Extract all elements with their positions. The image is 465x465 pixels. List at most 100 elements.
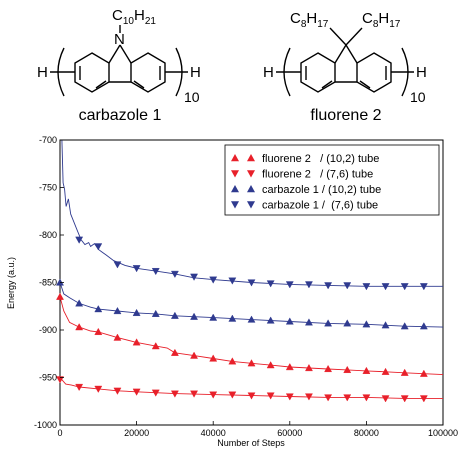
legend: fluorene 2 / (10,2) tube fluorene 2 / (7,… [224,144,440,216]
legend-marker [247,154,255,162]
legend-label: carbazole 1 / (10,2) tube [262,184,381,196]
data-point [266,361,275,369]
series-2 [56,278,444,330]
data-point [75,323,84,331]
data-point [362,366,371,374]
data-point [170,390,179,398]
legend-entry: fluorene 2 / (10,2) tube [231,153,379,165]
energy-chart: 0 20000 40000 60000 80000 100000 -1000 -950 -900… [6,135,458,448]
data-point [94,385,103,393]
carbazole-labels: N C10H21 H H 10 carbazole 1 [37,7,201,124]
data-point [56,292,64,300]
data-point [400,322,409,330]
data-point [247,279,256,287]
data-point [132,338,141,346]
data-point [285,393,294,401]
data-point [132,265,141,273]
fluorene-bracket-left [283,47,291,97]
data-point [170,348,179,356]
x-tick-label: 20000 [124,428,149,438]
y-tick-label: -950 [39,373,57,383]
carbazole-structure [50,25,188,97]
carbazole-substituent: C10H21 [112,7,156,27]
data-point [190,312,198,320]
data-point [170,311,179,319]
fluorene-end-h-left: H [263,64,274,81]
data-point [209,354,218,362]
x-tick-label: 0 [57,428,62,438]
x-axis-label: Number of Steps [217,438,285,448]
legend-label: fluorene 2 / (10,2) tube [262,153,379,165]
y-axis-label: Energy (a.u.) [6,257,16,309]
x-tick-label: 60000 [277,428,302,438]
data-point [113,387,122,395]
data-point [228,357,237,365]
fluorene-structure [276,27,414,97]
carbazole-repeat-count: 10 [184,89,200,105]
data-point [209,313,218,321]
data-point [419,395,428,403]
data-point [419,369,428,377]
fluorene-labels: C8H17 C8H17 H H 10 fluorene 2 [263,10,427,124]
y-tick-label: -800 [39,230,57,240]
data-point [247,359,256,367]
data-point [94,327,103,335]
data-point [151,342,160,350]
series-layer [56,139,444,403]
data-point [247,315,256,323]
data-point [266,392,275,400]
data-point [190,273,198,281]
y-tick-label: -1000 [34,420,57,430]
legend-marker [247,201,255,209]
legend-marker [247,185,255,193]
data-point [419,283,428,291]
carbazole-end-h-left: H [37,64,48,81]
series-0 [56,292,444,377]
data-point [266,316,275,324]
legend-box [224,144,440,216]
data-point [362,394,371,402]
data-point [400,368,409,376]
data-point [305,393,313,401]
data-point [343,282,352,290]
data-point [343,394,352,402]
data-point [362,283,371,291]
fluorene-end-h-right: H [416,64,427,81]
data-point [324,282,333,290]
data-point [343,365,352,373]
fluorene-caption: fluorene 2 [310,107,381,124]
y-tick-label: -700 [39,135,57,145]
legend-marker [231,185,239,193]
y-tick-label: -750 [39,183,57,193]
data-point [56,376,64,384]
fluorene-repeat-count: 10 [410,89,426,105]
fluorene-bracket-right [401,47,409,97]
data-point [228,277,237,285]
data-point [94,305,103,313]
data-point [75,236,84,244]
fluorene-substituent-left: C8H17 [290,10,329,30]
data-point [362,320,371,328]
data-point [132,308,141,316]
legend-entry: carbazole 1 / (10,2) tube [231,184,381,196]
data-point [266,280,275,288]
data-point [343,319,352,327]
data-point [381,367,390,375]
x-tick-label: 40000 [201,428,226,438]
data-point [381,395,390,403]
data-point [75,383,84,392]
data-point [419,322,428,330]
carbazole-nitrogen: N [114,31,125,48]
data-point [305,363,313,372]
data-point [247,392,256,400]
data-point [381,283,390,291]
data-point [132,388,141,396]
data-point [151,309,160,317]
legend-marker [247,170,255,178]
fluorene-substituent-right: C8H17 [362,10,401,30]
legend-marker [231,201,239,209]
series-3 [61,139,443,291]
data-point [209,391,218,399]
data-point [324,394,333,402]
